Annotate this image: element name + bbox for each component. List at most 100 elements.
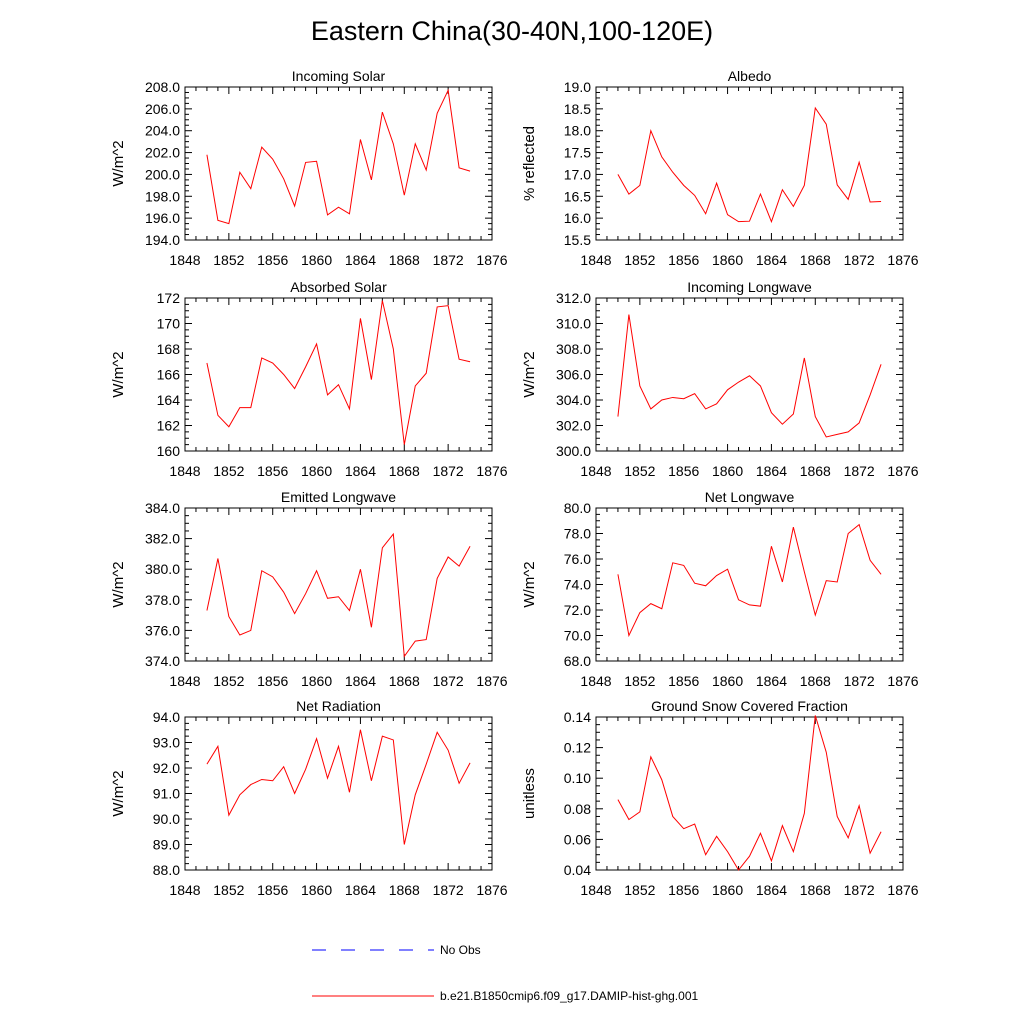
figure-title: Eastern China(30-40N,100-120E) — [311, 16, 713, 46]
plot-frame — [184, 297, 493, 452]
panel-ground-snow-covered-fraction: Ground Snow Covered Fraction unitless 1848… — [521, 698, 919, 898]
x-tick-label: 1848 — [169, 882, 200, 898]
y-axis-label: % reflected — [521, 126, 538, 201]
x-tick-label: 1868 — [800, 882, 831, 898]
panel-title: Albedo — [728, 68, 772, 84]
x-tick-label: 1860 — [712, 252, 743, 268]
series-line — [206, 532, 471, 658]
y-tick-label: 92.0 — [153, 760, 180, 776]
x-tick-label: 1864 — [756, 252, 787, 268]
axis-ticks — [595, 716, 904, 871]
y-tick-label: 374.0 — [145, 653, 180, 669]
x-tick-label: 1872 — [433, 882, 464, 898]
axis-ticks — [184, 716, 493, 871]
y-tick-label: 88.0 — [153, 862, 180, 878]
panel-emitted-longwave: Emitted Longwave W/m^2 1848 1852 1856 1860 186… — [110, 489, 508, 689]
series-line — [617, 106, 882, 224]
y-tick-label: 160 — [157, 443, 181, 459]
y-tick-label: 18.5 — [564, 101, 591, 117]
panel-incoming-longwave: Incoming Longwave W/m^2 1848 1852 1856 1860 18… — [521, 279, 919, 479]
x-tick-label: 1848 — [169, 673, 200, 689]
plot-frame — [595, 716, 904, 871]
plot-frame — [595, 297, 904, 452]
x-tick-label: 1864 — [345, 463, 376, 479]
x-tick-label: 1868 — [389, 882, 420, 898]
y-tick-label: 164 — [157, 392, 181, 408]
x-tick-label: 1852 — [213, 882, 244, 898]
y-tick-label: 378.0 — [145, 592, 180, 608]
y-tick-label: 208.0 — [145, 79, 180, 95]
x-tick-label: 1856 — [257, 882, 288, 898]
legend-label: b.e21.B1850cmip6.f09_g17.DAMIP-hist-ghg.… — [440, 989, 698, 1003]
y-tick-label: 300.0 — [556, 443, 591, 459]
legend: No Obs b.e21.B1850cmip6.f09_g17.DAMIP-his… — [312, 943, 698, 1003]
x-tick-label: 1876 — [476, 252, 507, 268]
x-tick-label: 1864 — [345, 882, 376, 898]
x-tick-label: 1856 — [668, 252, 699, 268]
y-tick-label: 304.0 — [556, 392, 591, 408]
y-axis-label: W/m^2 — [521, 351, 538, 397]
y-tick-label: 308.0 — [556, 341, 591, 357]
y-tick-label: 198.0 — [145, 188, 180, 204]
plot-frame — [595, 86, 904, 241]
y-axis-label: W/m^2 — [110, 561, 127, 607]
y-tick-label: 94.0 — [153, 709, 180, 725]
x-tick-label: 1856 — [257, 673, 288, 689]
y-tick-label: 18.0 — [564, 123, 591, 139]
x-tick-label: 1864 — [756, 882, 787, 898]
y-tick-label: 170 — [157, 316, 181, 332]
x-tick-label: 1872 — [844, 252, 875, 268]
x-tick-label: 1876 — [887, 882, 918, 898]
x-tick-label: 1848 — [580, 882, 611, 898]
panel-net-radiation: Net Radiation W/m^2 1848 1852 1856 1860 1864 18… — [110, 698, 508, 898]
y-tick-label: 16.0 — [564, 210, 591, 226]
y-axis-label: W/m^2 — [110, 351, 127, 397]
x-tick-label: 1868 — [389, 463, 420, 479]
y-tick-label: 382.0 — [145, 531, 180, 547]
plot-frame — [184, 507, 493, 662]
x-tick-label: 1868 — [800, 463, 831, 479]
y-tick-label: 70.0 — [564, 628, 591, 644]
y-tick-label: 0.06 — [564, 831, 591, 847]
x-tick-label: 1860 — [712, 673, 743, 689]
axis-ticks — [595, 297, 904, 452]
x-tick-label: 1864 — [345, 252, 376, 268]
legend-label: No Obs — [440, 943, 481, 957]
x-tick-label: 1856 — [668, 673, 699, 689]
x-tick-label: 1852 — [213, 463, 244, 479]
series-line — [206, 729, 471, 845]
y-tick-label: 206.0 — [145, 101, 180, 117]
panel-title: Net Radiation — [296, 698, 381, 714]
x-tick-label: 1864 — [756, 463, 787, 479]
x-tick-label: 1860 — [301, 463, 332, 479]
y-tick-label: 168 — [157, 341, 181, 357]
series-line — [206, 88, 471, 225]
y-tick-label: 0.08 — [564, 801, 591, 817]
x-tick-label: 1876 — [476, 882, 507, 898]
y-tick-label: 93.0 — [153, 735, 180, 751]
y-tick-label: 72.0 — [564, 602, 591, 618]
x-tick-label: 1856 — [257, 252, 288, 268]
panels-grid: Incoming Solar W/m^2 1848 1852 1856 1860 1864 1… — [110, 68, 919, 898]
y-axis-label: W/m^2 — [110, 140, 127, 186]
x-tick-label: 1872 — [433, 673, 464, 689]
y-tick-label: 0.04 — [564, 862, 591, 878]
x-tick-label: 1864 — [345, 673, 376, 689]
x-tick-label: 1852 — [624, 463, 655, 479]
series-line — [617, 523, 882, 638]
axis-ticks — [595, 86, 904, 241]
series-line — [617, 314, 882, 438]
x-tick-label: 1848 — [580, 463, 611, 479]
panel-title: Incoming Longwave — [687, 279, 812, 295]
panel-title: Ground Snow Covered Fraction — [651, 698, 848, 714]
y-tick-label: 78.0 — [564, 526, 591, 542]
x-tick-label: 1860 — [712, 463, 743, 479]
x-tick-label: 1876 — [887, 252, 918, 268]
x-tick-label: 1868 — [389, 673, 420, 689]
y-tick-label: 166 — [157, 367, 181, 383]
x-tick-label: 1876 — [476, 463, 507, 479]
x-tick-label: 1852 — [213, 252, 244, 268]
y-tick-label: 204.0 — [145, 123, 180, 139]
y-tick-label: 90.0 — [153, 811, 180, 827]
